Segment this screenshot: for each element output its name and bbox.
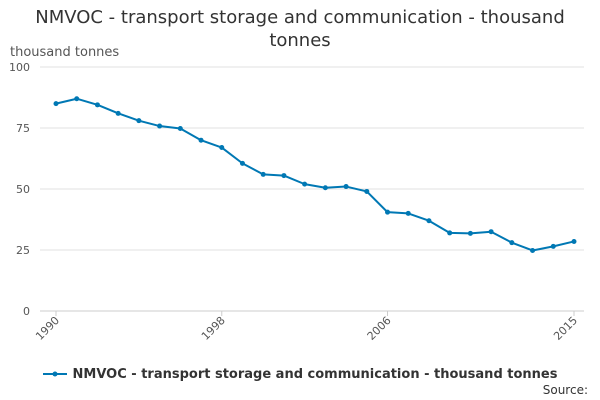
y-tick-label: 50 <box>16 183 30 196</box>
series-line <box>55 97 575 252</box>
data-point[interactable] <box>550 243 556 249</box>
series-layer <box>53 96 577 253</box>
x-tick-label: 2015 <box>551 314 580 343</box>
data-point[interactable] <box>115 110 121 116</box>
data-point[interactable] <box>509 240 515 246</box>
data-point[interactable] <box>530 247 536 253</box>
y-tick-label: 75 <box>16 122 30 135</box>
data-point[interactable] <box>364 188 370 194</box>
data-point[interactable] <box>177 125 183 131</box>
x-axis-ticks: 1990 1998 2006 2015 <box>33 311 580 343</box>
gridlines <box>40 66 584 312</box>
data-point[interactable] <box>467 230 473 236</box>
x-tick-label: 1998 <box>199 314 228 343</box>
data-point[interactable] <box>239 160 245 166</box>
data-point[interactable] <box>343 184 349 190</box>
x-tick-label: 1990 <box>33 314 62 343</box>
data-point[interactable] <box>385 209 391 215</box>
data-point[interactable] <box>157 123 163 129</box>
y-tick-label: 100 <box>9 61 30 74</box>
y-tick-label: 0 <box>23 305 30 318</box>
data-point[interactable] <box>426 218 432 224</box>
data-point[interactable] <box>302 181 308 187</box>
data-point[interactable] <box>198 137 204 143</box>
data-point[interactable] <box>488 229 494 235</box>
data-point[interactable] <box>447 230 453 236</box>
source-label: Source: <box>542 383 588 397</box>
y-tick-label: 25 <box>16 244 30 257</box>
y-axis-ticks: 0 25 50 75 100 <box>9 61 30 318</box>
data-point[interactable] <box>322 185 328 191</box>
data-point[interactable] <box>74 96 80 102</box>
chart-title-line-1: NMVOC - transport storage and communicat… <box>35 7 565 28</box>
y-axis-label: thousand tonnes <box>10 45 119 60</box>
data-point[interactable] <box>94 102 100 108</box>
chart-title-line-2: tonnes <box>269 30 331 51</box>
data-point[interactable] <box>260 171 266 177</box>
legend[interactable]: NMVOC - transport storage and communicat… <box>0 364 600 384</box>
data-point[interactable] <box>219 145 225 151</box>
data-point[interactable] <box>281 173 287 179</box>
data-point[interactable] <box>571 238 577 244</box>
legend-marker <box>42 371 67 377</box>
data-point[interactable] <box>405 210 411 216</box>
data-point[interactable] <box>136 118 142 124</box>
chart-title: NMVOC - transport storage and communicat… <box>0 6 600 52</box>
x-tick-label: 2006 <box>365 314 394 343</box>
data-point[interactable] <box>53 101 59 107</box>
legend-label: NMVOC - transport storage and communicat… <box>72 366 558 382</box>
